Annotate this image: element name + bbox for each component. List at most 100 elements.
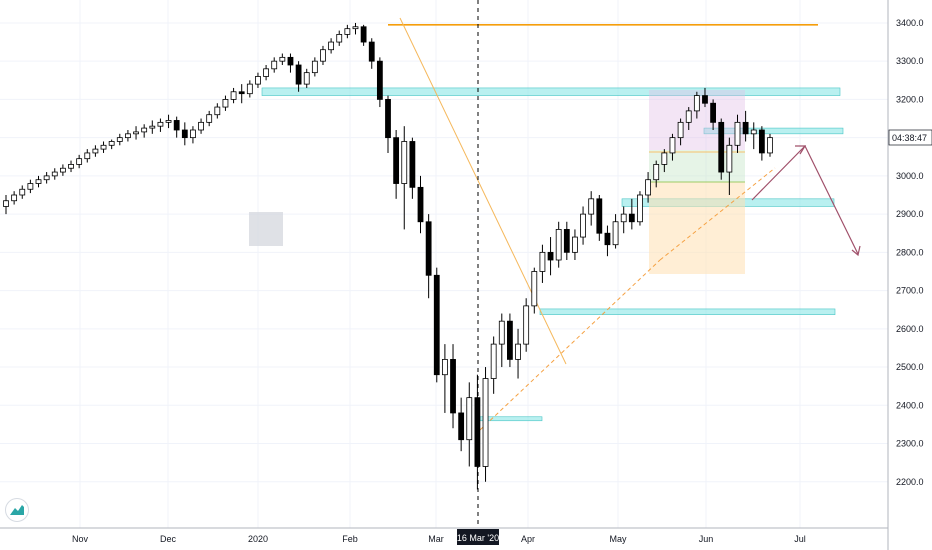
candle <box>238 84 245 104</box>
candle-body-up <box>108 141 115 146</box>
tradingview-logo-icon[interactable] <box>5 498 29 522</box>
candle <box>35 175 42 188</box>
price-tick-label: 2500.0 <box>896 362 924 372</box>
candle <box>645 172 651 203</box>
projection-arrowhead <box>795 145 807 155</box>
candle <box>181 122 188 146</box>
candle <box>604 225 611 257</box>
candle <box>295 61 302 92</box>
candle-body-up <box>515 343 521 360</box>
candle-body-up <box>263 68 269 77</box>
candle <box>734 114 741 153</box>
candle-body-up <box>490 343 497 379</box>
candle-body-up <box>352 26 359 30</box>
candle <box>677 118 684 146</box>
candle <box>661 149 668 173</box>
candle-body-down <box>181 129 188 139</box>
price-tick-label: 3200.0 <box>896 94 924 104</box>
candle-body-up <box>165 120 172 123</box>
candle <box>328 38 335 54</box>
candle <box>693 91 700 119</box>
candle <box>417 175 424 234</box>
candle <box>767 133 773 157</box>
candle-body-up <box>661 152 668 165</box>
candle <box>360 24 367 46</box>
candle-body-up <box>133 131 139 135</box>
price-tick-label: 2600.0 <box>896 324 924 334</box>
candle <box>637 191 643 226</box>
candle-body-up <box>482 378 489 467</box>
candle-body-up <box>51 171 58 177</box>
candle <box>3 195 9 215</box>
candle-body-down <box>628 213 635 223</box>
time-tick-label: 2020 <box>248 534 268 544</box>
candle-body-up <box>271 60 278 70</box>
candle <box>669 133 676 161</box>
candle-body-up <box>222 99 229 108</box>
candle <box>43 172 50 184</box>
price-tick-label: 2800.0 <box>896 247 924 257</box>
candle <box>336 30 343 46</box>
candle <box>507 313 513 368</box>
candle <box>190 126 196 144</box>
candle-body-down <box>596 198 603 234</box>
candle-body-up <box>11 194 18 202</box>
candle <box>653 160 660 188</box>
candle-body-up <box>149 125 156 129</box>
price-axis[interactable]: 2200.0 2300.0 2400.0 2500.0 2600.0 2700.0 2800… <box>887 0 932 550</box>
price-tick-label: 3000.0 <box>896 171 924 181</box>
candle <box>125 130 131 142</box>
candle <box>246 80 253 98</box>
candle <box>474 374 481 490</box>
candle <box>441 344 448 413</box>
candle-body-up <box>255 76 261 85</box>
candle-body-down <box>360 26 367 43</box>
candle-body-down <box>702 95 708 104</box>
candle-body-up <box>279 56 286 62</box>
candle <box>157 118 164 132</box>
candle-body-down <box>563 229 570 253</box>
uptrend-dashed-line <box>479 259 661 431</box>
candle <box>393 130 400 199</box>
candle <box>344 24 351 39</box>
candle-body-down <box>368 41 375 62</box>
candle <box>27 179 34 194</box>
time-tick-label: Jul <box>794 534 806 544</box>
candle-body-down <box>173 120 180 131</box>
projection-arrowhead <box>851 245 861 257</box>
candle <box>515 328 521 379</box>
candle-body-up <box>19 188 26 196</box>
candle <box>612 214 619 249</box>
candle <box>76 154 83 169</box>
candle-body-up <box>246 83 253 95</box>
crosshair-date-badge <box>457 529 499 545</box>
time-tick-label: Nov <box>72 534 89 544</box>
candle-body-up <box>531 271 538 307</box>
candle-body-up <box>693 95 700 112</box>
candle <box>19 185 26 199</box>
candle <box>726 137 733 195</box>
time-tick-label: Mar <box>428 534 444 544</box>
candle <box>222 95 229 111</box>
candle <box>425 214 432 299</box>
candle <box>742 110 749 142</box>
candle <box>523 298 530 352</box>
candle <box>198 118 204 134</box>
candle-body-up <box>572 236 578 253</box>
candle <box>108 139 115 150</box>
candle <box>758 126 765 161</box>
candle <box>563 221 570 260</box>
candle-body-down <box>547 251 554 261</box>
price-tick-label: 2700.0 <box>896 286 924 296</box>
candle-body-up <box>141 127 148 133</box>
candle <box>206 110 213 127</box>
time-axis[interactable]: Nov Dec 2020 Feb Mar Apr May Jun Jul <box>0 527 888 544</box>
time-tick-label: Jun <box>699 534 714 544</box>
candle-body-down <box>425 221 432 276</box>
candle-body-up <box>523 305 530 345</box>
candle-body-down <box>238 91 245 95</box>
candle <box>11 191 18 205</box>
